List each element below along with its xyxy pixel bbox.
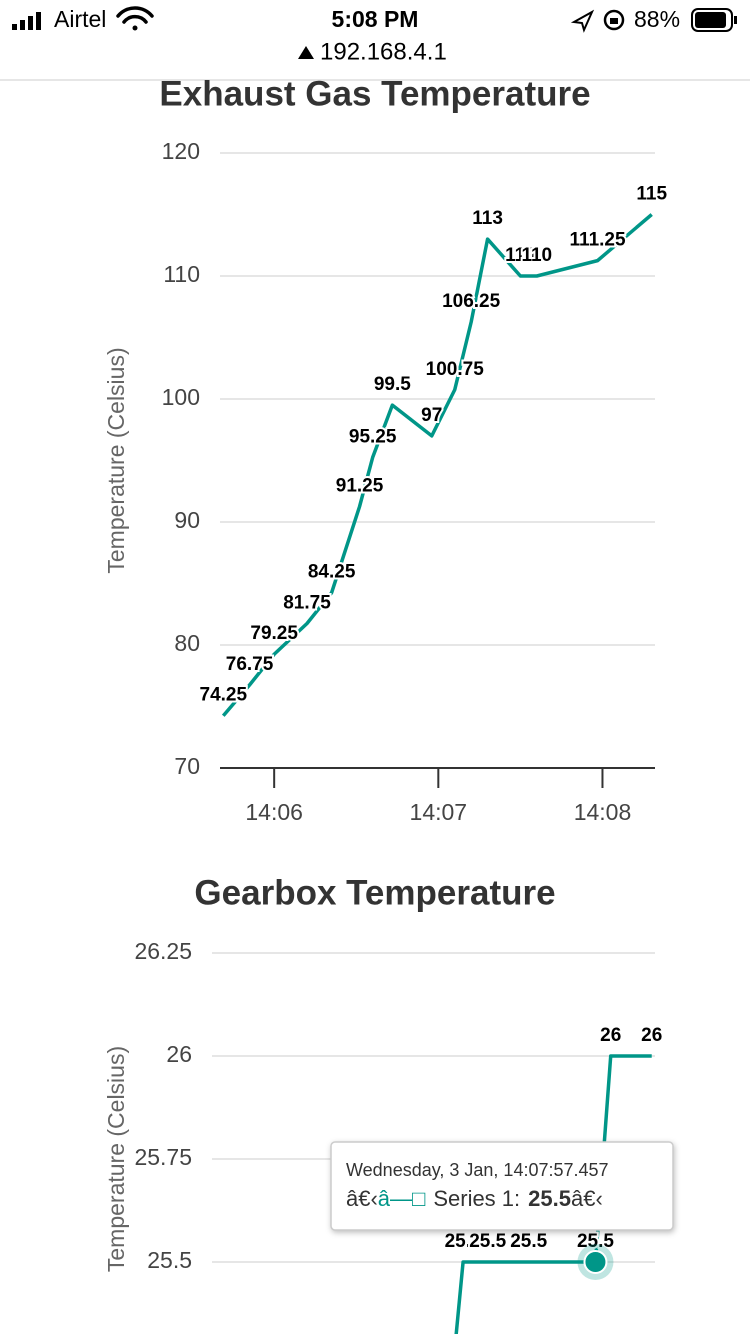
chart-title: Gearbox Temperature [194, 873, 555, 912]
data-line [221, 213, 653, 717]
hover-point [583, 1250, 608, 1274]
rotation-lock-icon [603, 9, 625, 31]
carrier: Airtel [54, 6, 106, 32]
y-tick-label: 120 [162, 138, 200, 164]
signal-icon [12, 12, 41, 30]
data-label: 26 [600, 1025, 621, 1046]
clock: 5:08 PM [332, 6, 419, 32]
y-tick-label: 26.25 [134, 938, 192, 964]
y-tick-label: 70 [174, 753, 200, 779]
location-icon [570, 9, 595, 33]
data-label: 91.25 [336, 476, 384, 497]
tooltip-marker: â—□ [378, 1186, 426, 1211]
y-tick-label: 26 [166, 1041, 192, 1067]
battery-percent: 88% [634, 6, 680, 32]
y-axis-title: Temperature (Celsius) [103, 347, 129, 573]
battery-icon [691, 8, 737, 32]
x-tick-label: 14:06 [245, 799, 303, 825]
tooltip-suffix: â€‹ [571, 1186, 603, 1211]
data-label: 115 [636, 184, 667, 205]
data-label: 111.25 [570, 230, 626, 251]
data-label: 81.75 [283, 592, 331, 613]
data-label: 25.5 [510, 1231, 547, 1252]
data-label: 99.5 [374, 374, 411, 395]
data-label: 25.5 [577, 1231, 614, 1252]
data-label: 110 [521, 245, 552, 266]
url: 192.168.4.1 [320, 38, 447, 65]
data-label: 84.25 [308, 562, 356, 583]
y-axis-title: Temperature (Celsius) [103, 1046, 129, 1272]
tooltip-header: Wednesday, 3 Jan, 14:07:57.457 [346, 1160, 609, 1180]
tooltip-box [330, 1141, 674, 1231]
data-label: 100.75 [426, 359, 485, 380]
data-label: 97 [421, 405, 442, 426]
data-label: 74.25 [200, 685, 248, 706]
tooltip-series: Series 1: [433, 1186, 520, 1211]
warning-icon [298, 46, 314, 59]
x-tick-label: 14:07 [410, 799, 468, 825]
data-label: 25.5 [469, 1231, 506, 1252]
data-label: 79.25 [250, 623, 298, 644]
data-label: 76.75 [226, 654, 274, 675]
y-tick-label: 25.5 [147, 1247, 192, 1273]
tooltip-prefix: â€‹ [346, 1186, 378, 1211]
data-label: 95.25 [349, 426, 397, 447]
data-label: 113 [472, 208, 503, 229]
y-tick-label: 110 [163, 261, 200, 287]
data-label: 106.25 [442, 291, 501, 312]
data-label: 26 [641, 1025, 662, 1046]
data-label: 110 [505, 245, 536, 266]
chart-title: Exhaust Gas Temperature [159, 74, 590, 113]
y-tick-label: 90 [174, 507, 200, 533]
y-tick-label: 25.75 [134, 1144, 192, 1170]
tooltip-body: â€‹â—□ Series 1: 25.5â€‹ [346, 1186, 603, 1211]
wifi-icon [116, 6, 154, 31]
data-line [454, 1054, 652, 1334]
x-tick-label: 14:08 [574, 799, 632, 825]
data-label: 25.5 [445, 1231, 482, 1252]
y-tick-label: 100 [162, 384, 200, 410]
y-tick-label: 80 [174, 630, 200, 656]
tooltip-value: 25.5 [528, 1186, 571, 1211]
